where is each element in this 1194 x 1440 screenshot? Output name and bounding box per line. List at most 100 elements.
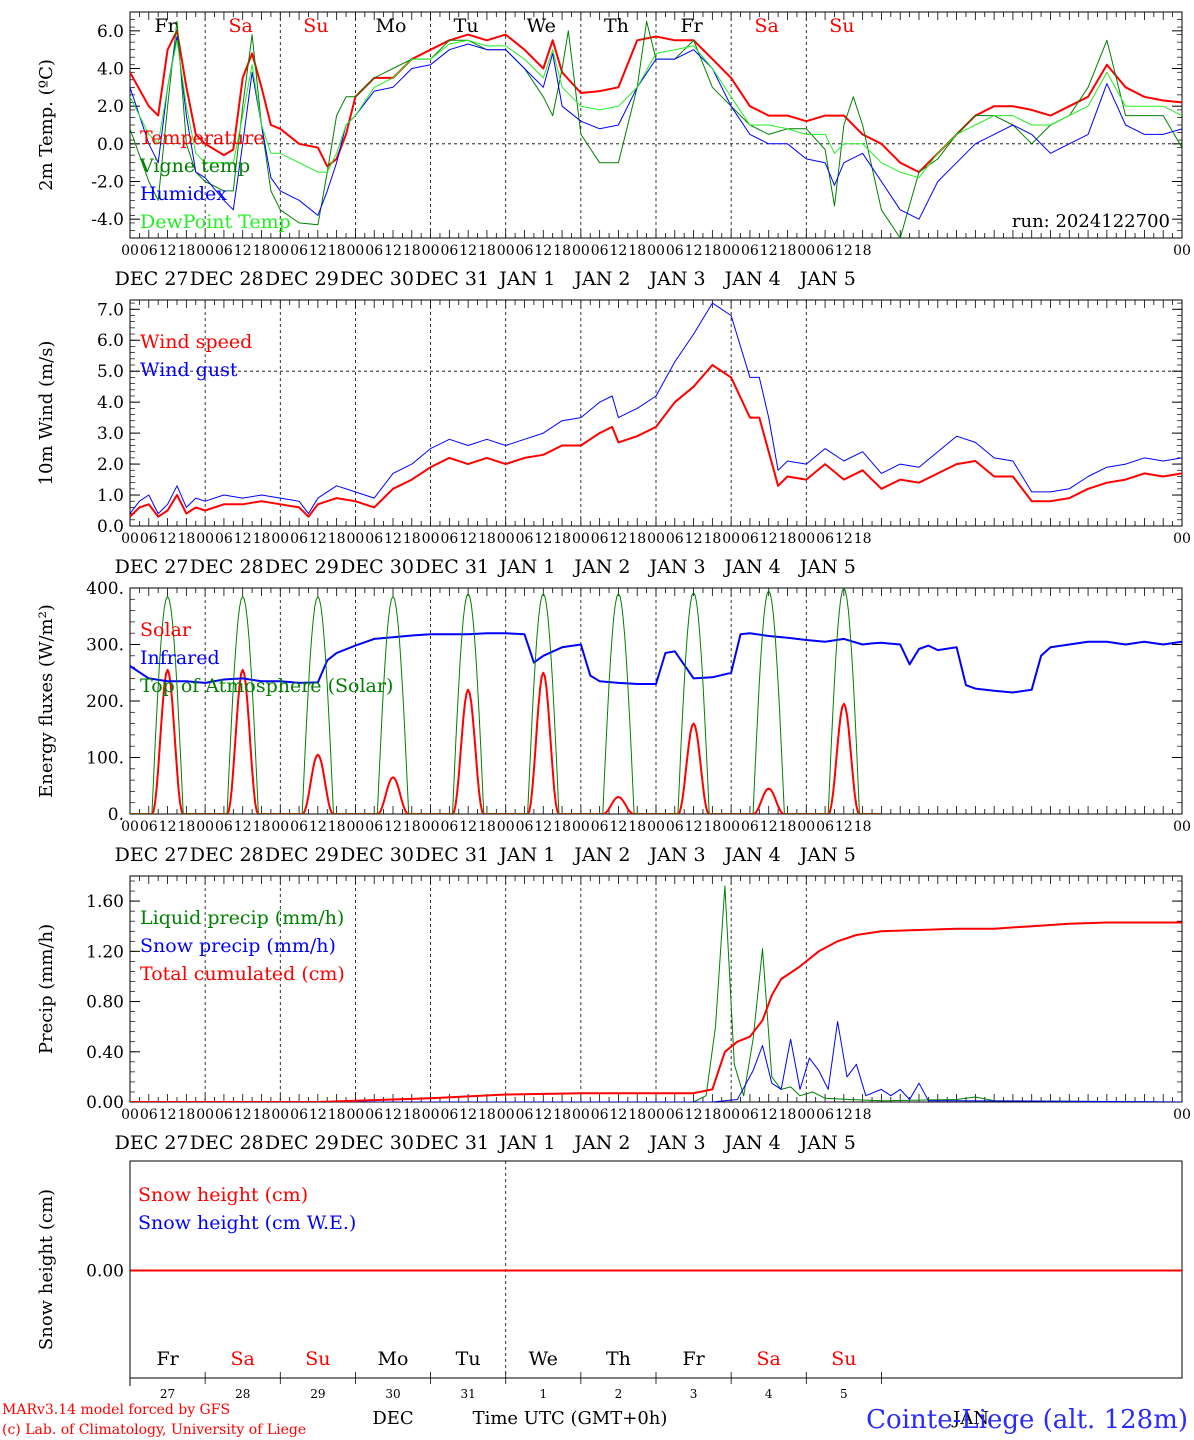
y-tick-label: 1.0 bbox=[97, 486, 124, 506]
date-label: DEC 27 bbox=[115, 268, 189, 290]
hour-tick-label: 00 bbox=[271, 1107, 289, 1123]
hour-tick-label: 12 bbox=[760, 243, 778, 259]
legend-humidex: Humidex bbox=[140, 183, 227, 205]
hour-tick-label: 00 bbox=[722, 531, 740, 547]
copyright-credit: (c) Lab. of Climatology, University of L… bbox=[2, 1422, 306, 1438]
hour-tick-label: 12 bbox=[234, 531, 252, 547]
hour-tick-label: 18 bbox=[628, 1107, 646, 1123]
hour-tick-label: 06 bbox=[290, 819, 308, 835]
hour-tick-label: 00 bbox=[797, 531, 815, 547]
hour-tick-label: 18 bbox=[779, 1107, 797, 1123]
legend-snow-precip: Snow precip (mm/h) bbox=[140, 935, 336, 957]
hour-tick-label: 06 bbox=[516, 1107, 534, 1123]
hour-tick-label: 18 bbox=[177, 531, 195, 547]
hour-tick-label: 06 bbox=[440, 819, 458, 835]
hour-tick-label: 12 bbox=[760, 1107, 778, 1123]
hour-tick-label: 12 bbox=[835, 531, 853, 547]
hour-tick-label: 18 bbox=[328, 243, 346, 259]
series-total-cumulated-cm- bbox=[130, 921, 1182, 1102]
hour-tick-label: 18 bbox=[703, 819, 721, 835]
y-axis-label: Energy fluxes (W/m²) bbox=[36, 604, 57, 798]
hour-tick-label: 06 bbox=[140, 243, 158, 259]
date-label: DEC 30 bbox=[340, 556, 414, 578]
hour-tick-label: 00 bbox=[1173, 243, 1191, 259]
hour-tick-label: 00 bbox=[422, 1107, 440, 1123]
y-tick-label: 1.20 bbox=[86, 942, 124, 962]
y-axis-label: 2m Temp. (ºC) bbox=[36, 59, 57, 191]
hour-tick-label: 00 bbox=[572, 819, 590, 835]
panel-3: 00 06 12 18 00 06 12 18 00 06 12 18 00 06 12 18 00 06 12 18… bbox=[36, 579, 1191, 866]
date-label: JAN 1 bbox=[497, 844, 555, 866]
date-label: JAN 5 bbox=[798, 1132, 856, 1154]
day-number-label: 2 bbox=[615, 1387, 623, 1401]
hour-tick-label: 06 bbox=[816, 243, 834, 259]
hour-tick-label: 18 bbox=[703, 531, 721, 547]
date-label: DEC 31 bbox=[415, 268, 489, 290]
date-label: JAN 5 bbox=[798, 556, 856, 578]
y-tick-label: 0.80 bbox=[86, 993, 124, 1013]
hour-tick-label: 00 bbox=[797, 243, 815, 259]
y-tick-label: 0.00 bbox=[86, 1262, 124, 1282]
hour-tick-label: 06 bbox=[290, 243, 308, 259]
hour-tick-label: 18 bbox=[253, 819, 271, 835]
date-label: JAN 5 bbox=[798, 844, 856, 866]
date-label: JAN 1 bbox=[497, 268, 555, 290]
y-tick-label: 200. bbox=[86, 692, 124, 712]
hour-tick-label: 18 bbox=[478, 819, 496, 835]
hour-tick-label: 12 bbox=[610, 531, 628, 547]
hour-tick-label: 18 bbox=[253, 1107, 271, 1123]
day-abbr-label: We bbox=[529, 1348, 558, 1370]
legend-vigne-temp: Vigne temp bbox=[139, 155, 250, 177]
hour-tick-label: 00 bbox=[1173, 531, 1191, 547]
hour-tick-label: 00 bbox=[347, 243, 365, 259]
legend-toa-solar: Top of Atmosphere (Solar) bbox=[140, 675, 393, 697]
y-axis-label: Precip (mm/h) bbox=[36, 924, 57, 1054]
hour-tick-label: 12 bbox=[159, 819, 177, 835]
hour-tick-label: 12 bbox=[835, 243, 853, 259]
series-wind-gust bbox=[130, 302, 1182, 515]
hour-tick-label: 00 bbox=[422, 819, 440, 835]
hour-tick-label: 06 bbox=[741, 819, 759, 835]
series-top-of-atmosphere-solar- bbox=[130, 588, 882, 814]
hour-tick-label: 18 bbox=[703, 1107, 721, 1123]
day-abbr-label: Tu bbox=[454, 15, 479, 37]
y-axis-label: 10m Wind (m/s) bbox=[36, 341, 57, 486]
hour-tick-label: 18 bbox=[328, 531, 346, 547]
hour-tick-label: 12 bbox=[610, 819, 628, 835]
date-label: JAN 2 bbox=[572, 844, 630, 866]
y-tick-label: 6.0 bbox=[97, 22, 124, 42]
y-tick-label: 0.00 bbox=[86, 1093, 124, 1113]
hour-tick-label: 12 bbox=[610, 243, 628, 259]
hour-tick-label: 18 bbox=[779, 819, 797, 835]
series-wind-speed bbox=[130, 364, 1182, 518]
day-abbr-label: Su bbox=[305, 1348, 330, 1370]
hour-tick-label: 18 bbox=[553, 1107, 571, 1123]
hour-tick-label: 18 bbox=[553, 243, 571, 259]
legend-snow-height: Snow height (cm) bbox=[138, 1184, 308, 1206]
hour-tick-label: 00 bbox=[121, 819, 139, 835]
hour-tick-label: 06 bbox=[591, 819, 609, 835]
hour-tick-label: 12 bbox=[760, 819, 778, 835]
hour-tick-label: 06 bbox=[215, 243, 233, 259]
hour-tick-label: 12 bbox=[459, 819, 477, 835]
date-label: JAN 1 bbox=[497, 556, 555, 578]
hour-tick-label: 06 bbox=[741, 1107, 759, 1123]
hour-tick-label: 12 bbox=[309, 1107, 327, 1123]
date-label: DEC 30 bbox=[340, 268, 414, 290]
hour-tick-label: 00 bbox=[497, 819, 515, 835]
date-label: JAN 3 bbox=[648, 556, 706, 578]
date-label: DEC 28 bbox=[190, 1132, 264, 1154]
hour-tick-label: 12 bbox=[234, 243, 252, 259]
run-annotation: run: 2024122700 bbox=[1012, 211, 1170, 232]
hour-tick-label: 06 bbox=[440, 1107, 458, 1123]
legend-wind-gust: Wind gust bbox=[140, 359, 238, 381]
date-label: DEC 28 bbox=[190, 844, 264, 866]
hour-tick-label: 12 bbox=[610, 1107, 628, 1123]
day-number-label: 29 bbox=[310, 1387, 325, 1401]
series-snow-precip-mm-h- bbox=[130, 1021, 1182, 1102]
date-label: JAN 3 bbox=[648, 1132, 706, 1154]
series-temperature bbox=[130, 29, 1182, 174]
hour-tick-label: 12 bbox=[534, 1107, 552, 1123]
hour-tick-label: 18 bbox=[328, 1107, 346, 1123]
hour-tick-label: 00 bbox=[797, 819, 815, 835]
